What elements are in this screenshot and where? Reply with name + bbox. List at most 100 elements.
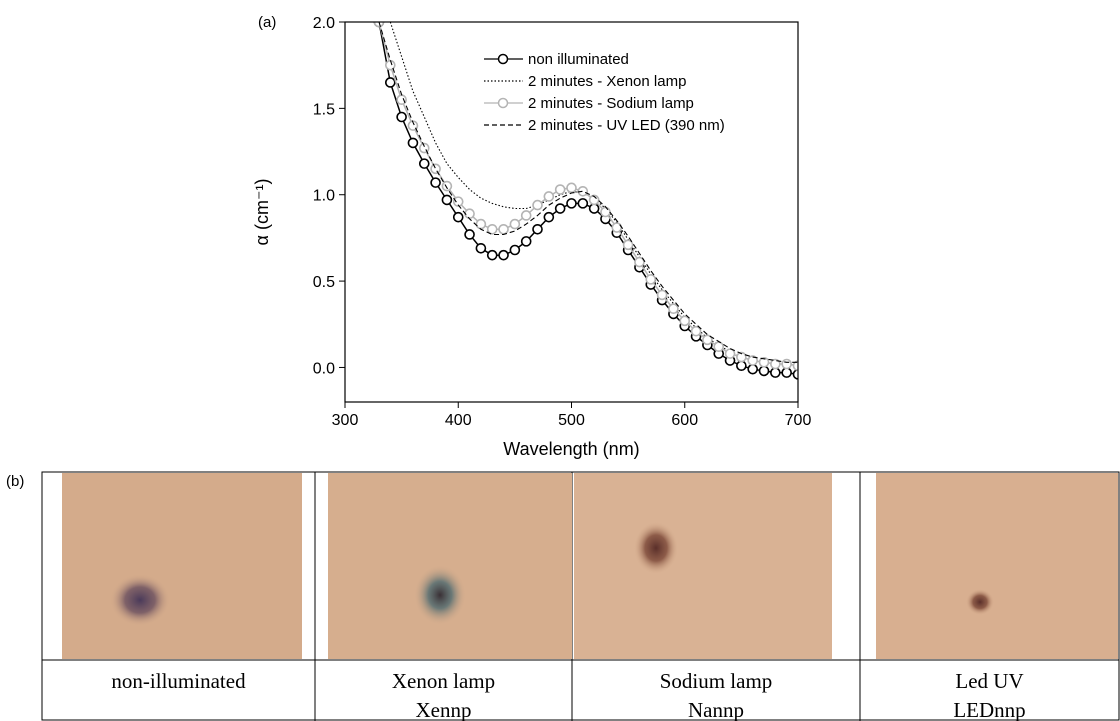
data-point — [792, 360, 798, 372]
y-tick-label: 0.0 — [313, 360, 335, 377]
data-point — [713, 341, 725, 353]
data-point — [747, 355, 759, 366]
x-tick-label: 700 — [785, 412, 812, 429]
data-point — [384, 77, 396, 88]
data-point — [520, 236, 532, 247]
data-point — [634, 256, 645, 268]
data-point — [679, 315, 691, 327]
caption: non-illuminated — [111, 669, 246, 693]
data-point — [611, 222, 623, 233]
data-point — [452, 196, 464, 207]
data-point — [792, 369, 798, 380]
y-axis-label: α (cm⁻¹) — [252, 179, 272, 246]
data-point — [736, 351, 747, 363]
plot-area — [373, 22, 798, 380]
caption: Xennp — [416, 698, 472, 721]
data-point — [452, 211, 464, 223]
particle — [414, 565, 466, 625]
photo — [876, 473, 1118, 659]
data-point — [486, 249, 498, 261]
data-point — [475, 242, 487, 254]
x-axis-label: Wavelength (nm) — [503, 439, 639, 459]
y-tick-label: 1.0 — [313, 188, 335, 205]
data-point — [668, 303, 679, 315]
data-point — [577, 185, 589, 197]
x-tick-label: 500 — [558, 412, 585, 429]
data-point — [770, 367, 781, 378]
legend-marker — [497, 97, 509, 109]
data-point — [441, 180, 453, 192]
photo — [574, 473, 832, 659]
x-tick-label: 300 — [332, 412, 359, 429]
data-point — [577, 198, 589, 209]
data-point — [554, 184, 566, 195]
data-point — [645, 274, 657, 285]
data-point — [758, 365, 770, 377]
particle — [966, 589, 994, 615]
data-point — [520, 210, 532, 221]
data-point — [588, 194, 600, 206]
x-tick-label: 400 — [445, 412, 472, 429]
y-tick-label: 2.0 — [313, 15, 335, 32]
caption: Xenon lamp — [392, 669, 495, 693]
data-point — [407, 137, 419, 149]
particle — [110, 574, 170, 626]
data-point — [373, 22, 385, 28]
data-point — [781, 358, 792, 370]
legend-marker — [497, 53, 509, 65]
data-point — [475, 218, 487, 230]
photo — [328, 473, 572, 659]
data-point — [396, 111, 407, 123]
data-point — [509, 244, 521, 256]
data-point — [430, 177, 441, 188]
data-point — [543, 211, 555, 223]
data-point — [486, 223, 498, 235]
particle — [634, 522, 678, 574]
photo-panel — [41, 471, 1120, 721]
data-point — [600, 206, 611, 218]
data-point — [736, 360, 747, 372]
data-point — [781, 367, 792, 378]
data-point — [770, 358, 781, 370]
data-point — [498, 249, 509, 261]
table-border — [41, 471, 1120, 721]
data-point — [418, 142, 430, 154]
data-point — [724, 348, 736, 359]
data-point — [566, 182, 577, 194]
data-point — [566, 198, 577, 209]
data-point — [464, 229, 475, 240]
panel-label: (a) — [258, 14, 276, 31]
data-point — [532, 199, 543, 211]
data-point — [656, 289, 668, 301]
series-line — [378, 22, 798, 363]
data-point — [418, 158, 430, 169]
data-point — [758, 356, 770, 368]
data-point — [747, 363, 759, 375]
legend-label: 2 minutes - UV LED (390 nm) — [528, 117, 725, 134]
data-point — [464, 208, 475, 220]
legend-label: 2 minutes - Xenon lamp — [528, 73, 686, 90]
data-point — [441, 194, 453, 206]
data-point — [430, 163, 441, 175]
caption: LEDnnp — [953, 698, 1025, 721]
legend-label: non illuminated — [528, 51, 629, 68]
caption: Nannp — [688, 698, 744, 721]
panel-label: (b) — [6, 473, 24, 490]
data-point — [690, 325, 702, 337]
y-tick-label: 1.5 — [313, 101, 335, 118]
data-point — [532, 223, 543, 235]
data-point — [509, 218, 521, 230]
data-point — [702, 334, 713, 346]
legend-label: 2 minutes - Sodium lamp — [528, 95, 694, 112]
data-point — [622, 239, 634, 251]
data-point — [588, 203, 600, 214]
y-tick-label: 0.5 — [313, 274, 335, 291]
data-point — [543, 191, 555, 202]
photo — [62, 473, 302, 659]
caption: Led UV — [955, 669, 1023, 693]
data-point — [554, 203, 566, 214]
x-tick-label: 600 — [671, 412, 698, 429]
caption: Sodium lamp — [660, 669, 773, 693]
